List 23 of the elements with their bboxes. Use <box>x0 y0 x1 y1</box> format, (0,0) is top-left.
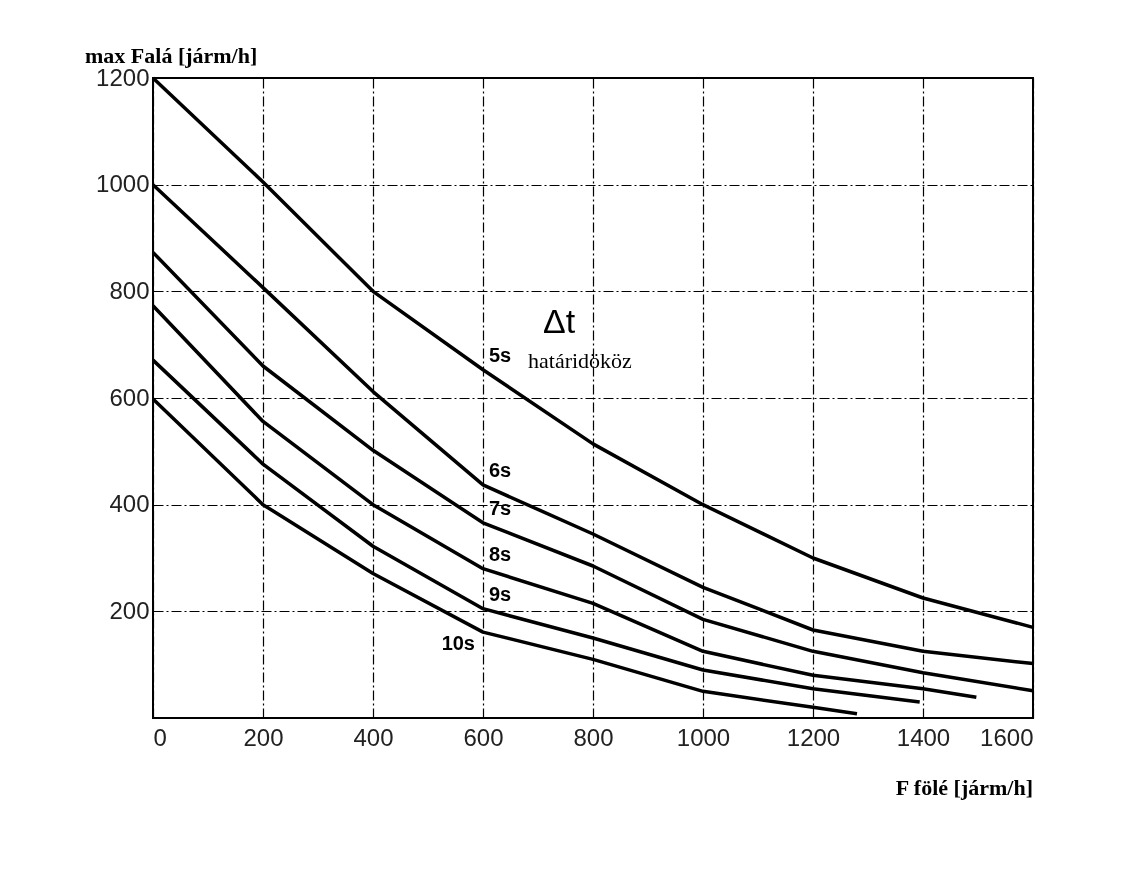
x-axis-title: F fölé [járm/h] <box>895 775 1033 800</box>
y-tick-label: 800 <box>109 276 150 304</box>
series-label: 6s <box>489 458 512 481</box>
y-tick-label: 600 <box>109 383 150 411</box>
y-tick-label: 400 <box>109 490 150 518</box>
x-tick-label: 200 <box>243 723 284 751</box>
x-tick-label: 400 <box>353 723 394 751</box>
x-tick-label: 1200 <box>786 723 841 751</box>
x-tick-label: 600 <box>463 723 504 751</box>
x-tick-label: 1600 <box>980 723 1034 751</box>
x-tick-label: 0 <box>153 723 167 751</box>
annotation: határidököz <box>528 348 633 373</box>
series-label: 9s <box>489 582 512 605</box>
x-tick-label: 1000 <box>676 723 731 751</box>
series-label: 8s <box>489 542 512 565</box>
annotation: Δt <box>543 302 576 340</box>
y-tick-label: 200 <box>109 596 150 624</box>
y-tick-label: 1000 <box>96 170 150 198</box>
x-tick-label: 800 <box>573 723 614 751</box>
x-tick-label: 1400 <box>896 723 951 751</box>
series-label: 7s <box>489 496 512 519</box>
series-label: 5s <box>489 343 512 366</box>
series-label: 10s <box>441 632 475 655</box>
